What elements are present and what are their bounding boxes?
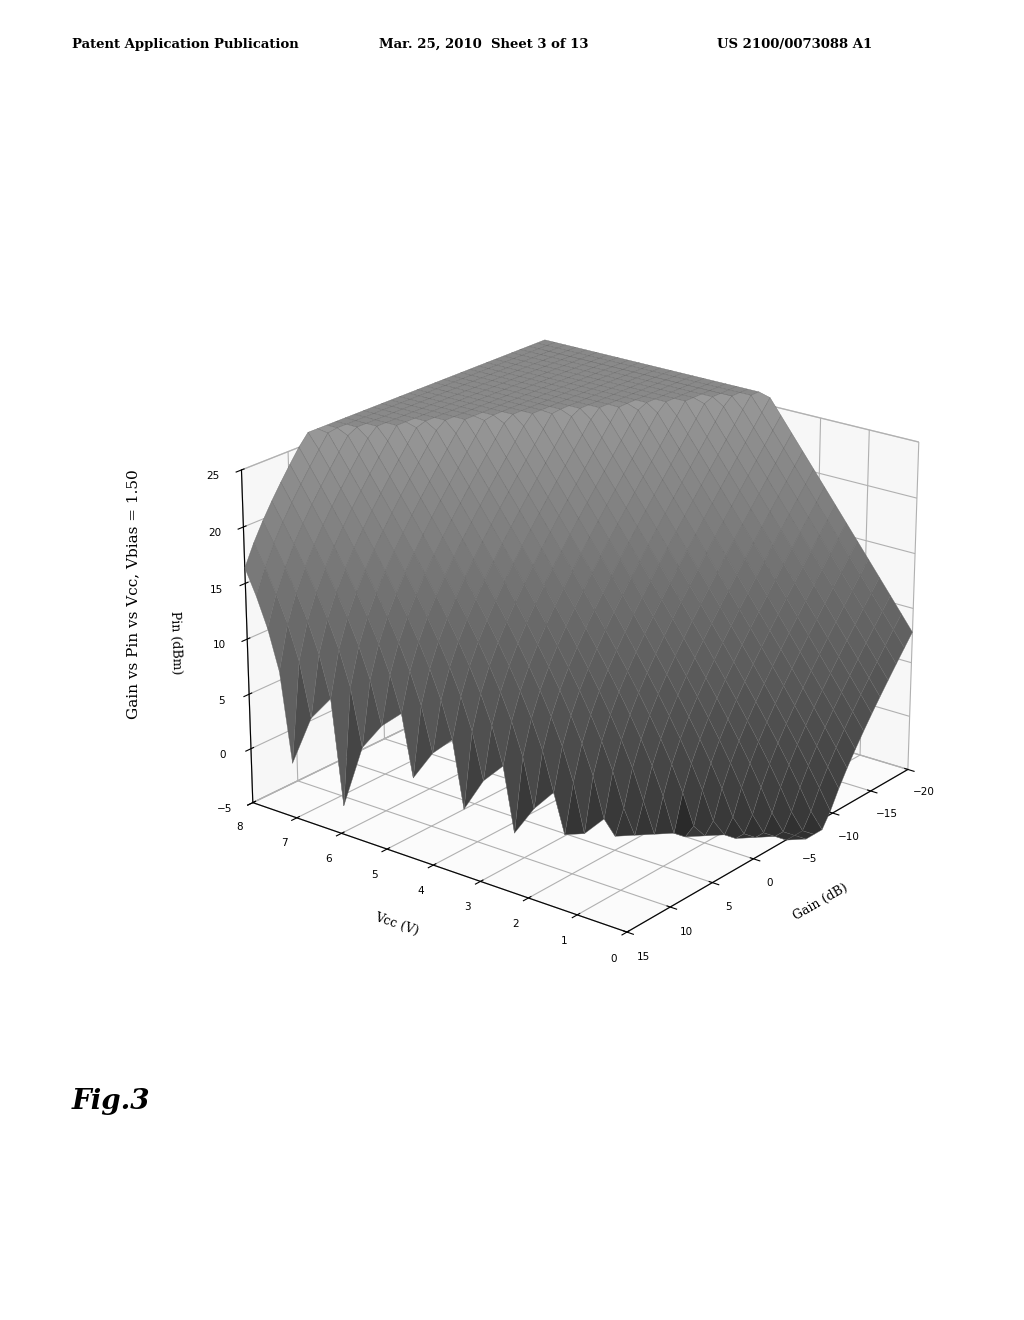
Text: Patent Application Publication: Patent Application Publication: [72, 37, 298, 50]
Text: Gain vs Pin vs Vcc, Vbias = 1.50: Gain vs Pin vs Vcc, Vbias = 1.50: [126, 469, 140, 719]
Text: US 2100/0073088 A1: US 2100/0073088 A1: [717, 37, 872, 50]
Text: Fig.3: Fig.3: [72, 1088, 151, 1115]
Y-axis label: Vcc (V): Vcc (V): [373, 911, 420, 939]
X-axis label: Gain (dB): Gain (dB): [791, 880, 850, 923]
Text: Mar. 25, 2010  Sheet 3 of 13: Mar. 25, 2010 Sheet 3 of 13: [379, 37, 589, 50]
